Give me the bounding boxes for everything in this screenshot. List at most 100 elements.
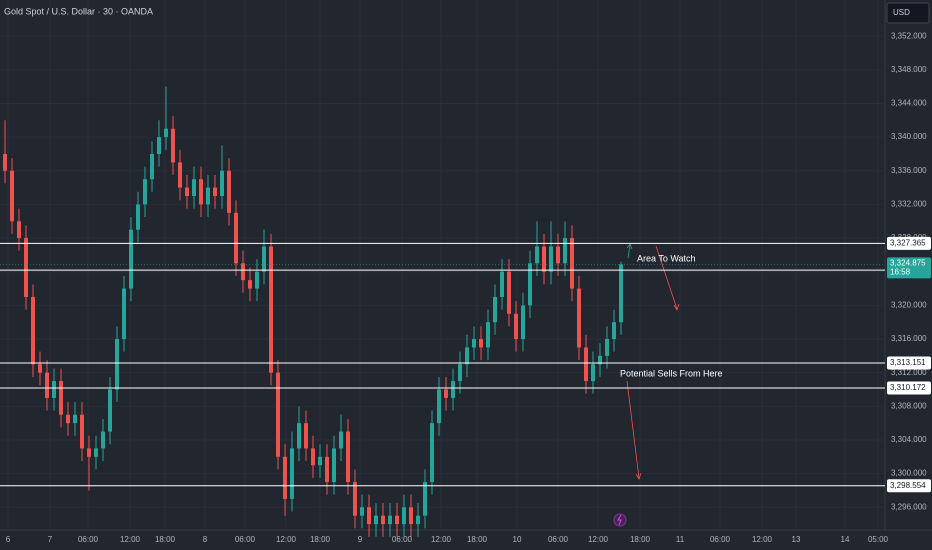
candle-body [45, 372, 49, 398]
y-tick-label: 3,348.000 [891, 65, 927, 74]
candle-body [353, 482, 357, 516]
candle-body [227, 170, 231, 213]
x-tick-label: 7 [48, 535, 53, 544]
candle-body [157, 137, 161, 154]
candle-body [143, 179, 147, 205]
candle-body [409, 507, 413, 525]
candle-body [416, 515, 420, 525]
y-tick-label: 3,312.000 [891, 368, 927, 377]
candle-body [136, 204, 140, 230]
candle-body [367, 507, 371, 525]
y-tick-label: 3,344.000 [891, 99, 927, 108]
candle-body [318, 456, 322, 466]
candle-body [507, 271, 511, 314]
candle-body [73, 414, 77, 424]
candle-body [255, 271, 259, 289]
x-tick-label: 18:00 [630, 535, 651, 544]
y-tick-label: 3,316.000 [891, 334, 927, 343]
candle-body [234, 212, 238, 264]
candle-body [528, 263, 532, 306]
x-tick-label: 12:00 [588, 535, 609, 544]
arrow [626, 380, 640, 479]
candle-body [192, 179, 196, 197]
candle-body [395, 515, 399, 525]
candle-body [479, 339, 483, 348]
x-tick-label: 12:00 [752, 535, 773, 544]
candle-body [3, 153, 7, 171]
candle-body [304, 423, 308, 449]
candle-body [31, 296, 35, 365]
x-tick-label: 06:00 [78, 535, 99, 544]
x-tick-label: 06:00 [392, 535, 413, 544]
candle-body [500, 271, 504, 297]
annotation: Area To Watch [637, 253, 696, 263]
last-price-bg [887, 257, 931, 279]
candle-body [556, 246, 560, 264]
candle-body [178, 162, 182, 188]
candle-body [535, 246, 539, 264]
chart-title: Gold Spot / U.S. Dollar · 30 · OANDA [4, 6, 153, 16]
countdown-label: 16:58 [890, 267, 911, 276]
candle-body [108, 389, 112, 432]
arrow-head [626, 243, 633, 250]
candle-body [80, 414, 84, 449]
candle-body [521, 305, 525, 340]
candle-body [213, 187, 217, 197]
candle-body [423, 482, 427, 516]
candle-body [24, 238, 28, 297]
candle-body [577, 288, 581, 348]
y-tick-label: 3,300.000 [891, 469, 927, 478]
candle-body [591, 364, 595, 382]
candle-body [199, 179, 203, 205]
x-tick-label: 10 [513, 535, 522, 544]
candle-body [612, 322, 616, 340]
candle-body [619, 264, 623, 323]
candle-body [563, 238, 567, 264]
candle-body [472, 339, 476, 348]
level-label-bg [887, 381, 931, 395]
candle-body [248, 280, 252, 289]
candle-body [297, 423, 301, 449]
annotation: Potential Sells From Here [620, 368, 723, 378]
currency-label: USD [893, 8, 910, 17]
candle-body [38, 364, 42, 373]
candle-body [605, 339, 609, 356]
level-label-bg [887, 479, 931, 493]
candle-body [493, 296, 497, 323]
x-tick-label: 12:00 [276, 535, 297, 544]
x-tick-label: 11 [676, 535, 685, 544]
candle-body [346, 431, 350, 483]
arrow [627, 244, 631, 259]
x-tick-label: 18:00 [310, 535, 331, 544]
candle-body [241, 263, 245, 281]
candle-body [276, 372, 280, 457]
candle-body [514, 313, 518, 340]
y-tick-label: 3,336.000 [891, 166, 927, 175]
candle-body [444, 389, 448, 398]
candle-body [122, 288, 126, 340]
x-tick-label: 06:00 [710, 535, 731, 544]
candle-body [542, 246, 546, 272]
candle-body [101, 431, 105, 449]
candle-body [87, 448, 91, 457]
candle-body [381, 515, 385, 525]
y-tick-label: 3,296.000 [891, 502, 927, 511]
candle-body [10, 170, 14, 222]
candle-body [437, 389, 441, 424]
x-tick-label: 13 [792, 535, 801, 544]
candle-body [262, 246, 266, 272]
level-label-bg [887, 236, 931, 250]
level-label: 3,313.151 [890, 358, 926, 367]
candle-body [220, 170, 224, 197]
candle-body [598, 355, 602, 365]
x-tick-label: 12:00 [120, 535, 141, 544]
y-tick-label: 3,308.000 [891, 401, 927, 410]
currency-button[interactable] [886, 2, 930, 24]
y-tick-label: 3,320.000 [891, 300, 927, 309]
y-tick-label: 3,304.000 [891, 435, 927, 444]
candle-body [164, 128, 168, 138]
x-tick-label: 9 [358, 535, 363, 544]
candle-body [52, 381, 56, 398]
x-tick-label: 06:00 [548, 535, 569, 544]
